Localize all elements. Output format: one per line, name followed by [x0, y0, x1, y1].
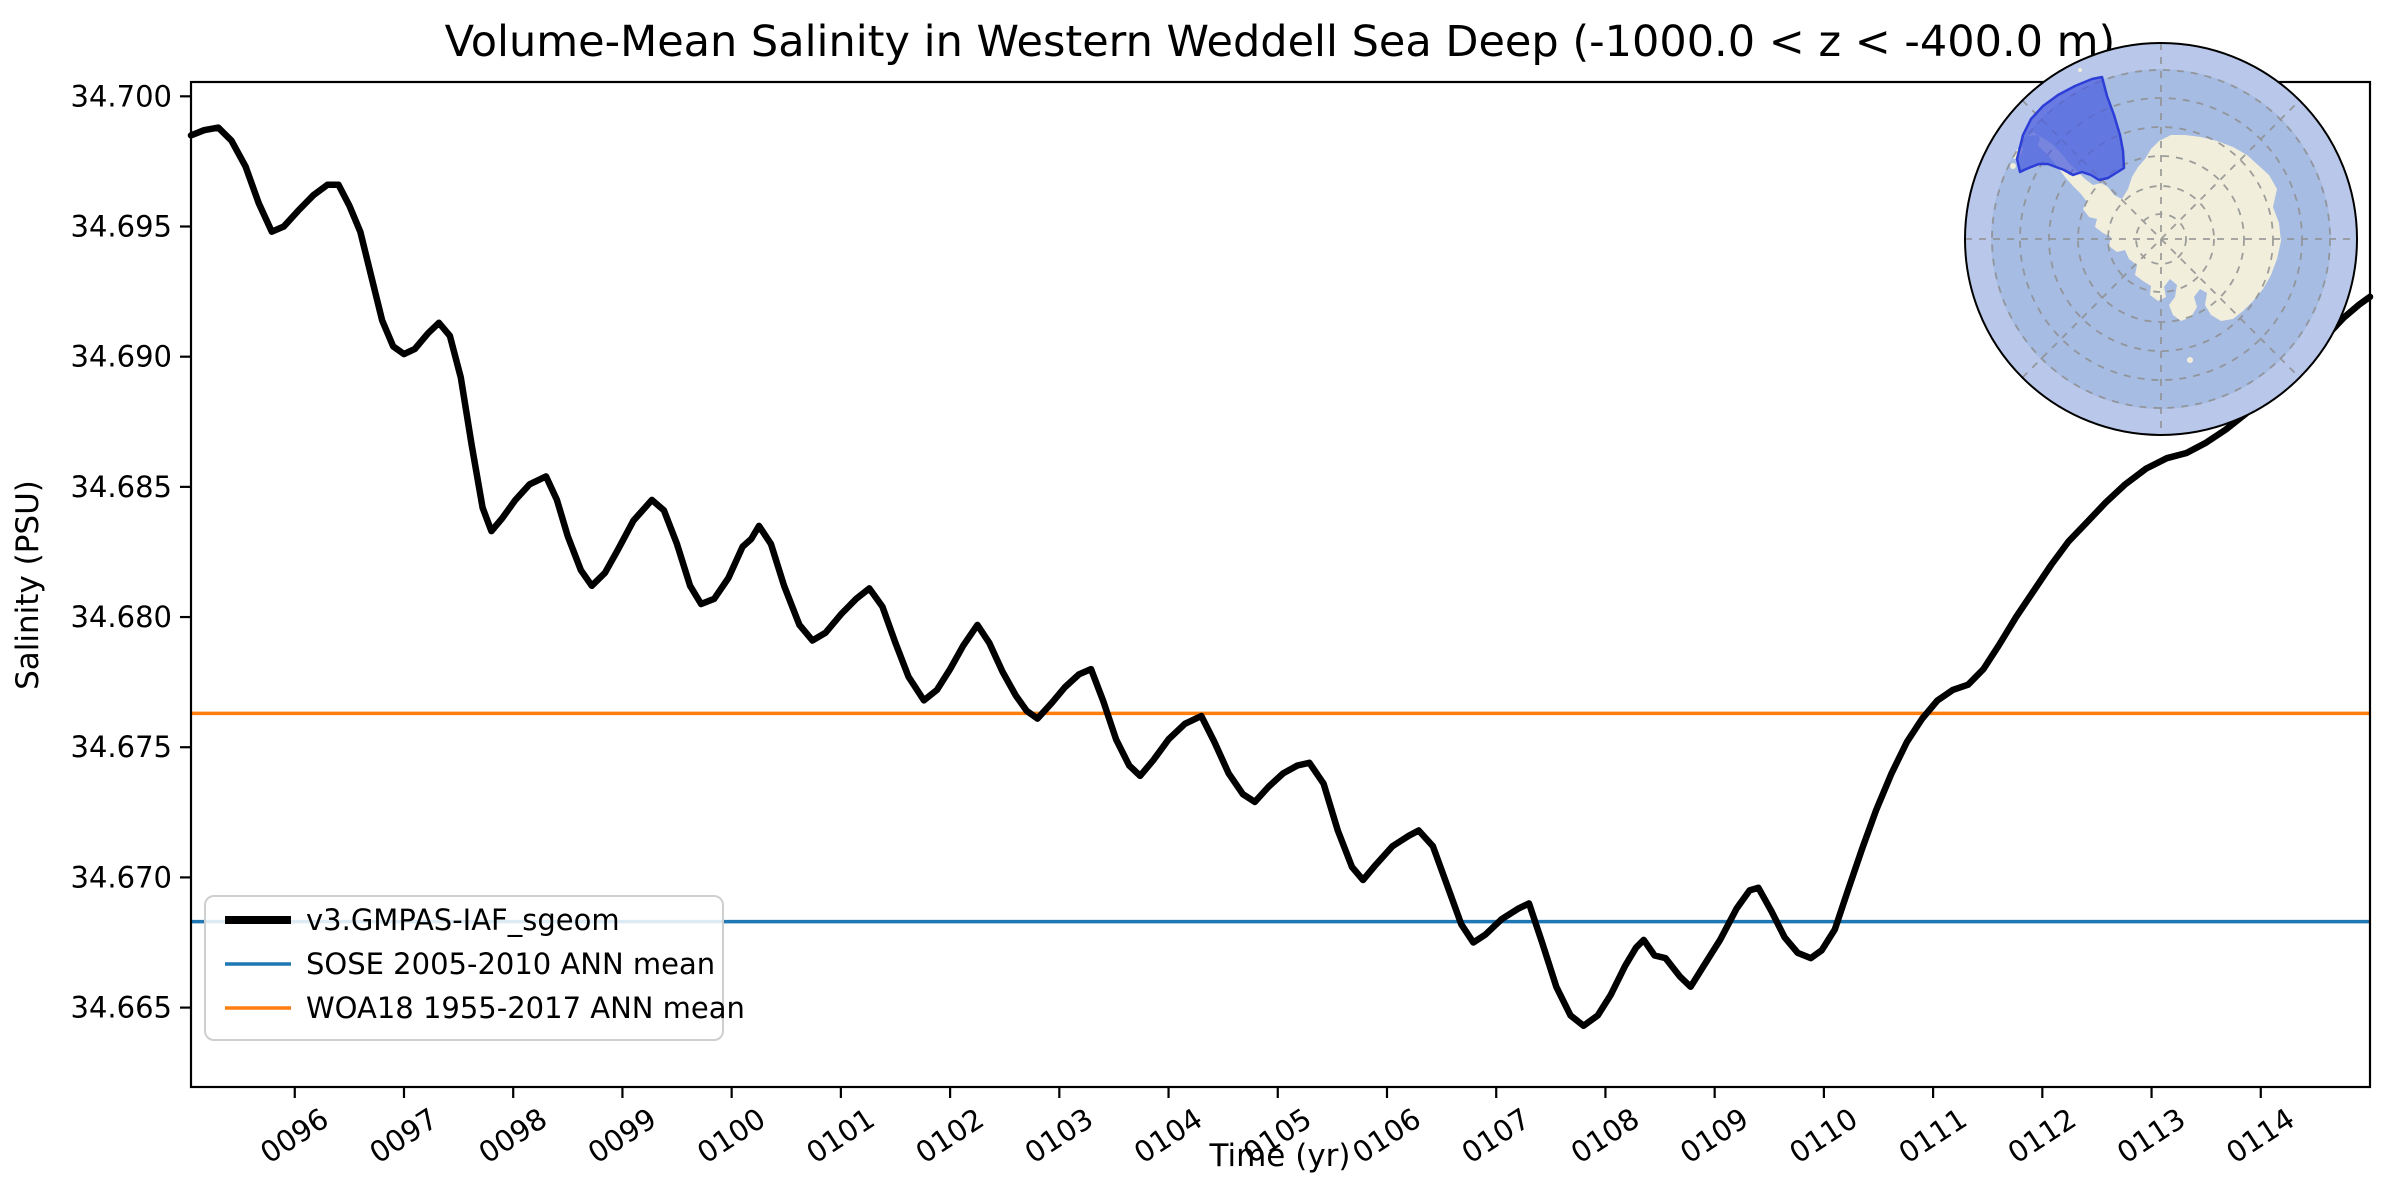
- x-tick-label: 0109: [1674, 1101, 1754, 1170]
- x-tick-label: 0106: [1346, 1101, 1426, 1170]
- y-tick-label: 34.690: [71, 340, 172, 374]
- legend-box: [204, 895, 724, 1041]
- x-axis-label: Time (yr): [1209, 1138, 1351, 1174]
- y-tick-label: 34.675: [71, 730, 172, 764]
- legend: v3.GMPAS-IAF_sgeom SOSE 2005-2010 ANN mea…: [204, 895, 745, 1041]
- y-tick-label: 34.685: [71, 470, 172, 504]
- series-line-v3-gmpas-iaf-sgeom: [187, 124, 2374, 1030]
- x-tick-label: 0097: [363, 1101, 443, 1170]
- x-tick-label: 0103: [1019, 1101, 1099, 1170]
- x-tick-label: 0107: [1456, 1101, 1536, 1170]
- x-tick-label: 0113: [2111, 1101, 2191, 1170]
- x-tick-label: 0114: [2220, 1101, 2300, 1170]
- y-tick-label: 34.680: [71, 600, 172, 634]
- map-graticule: [1965, 43, 2357, 435]
- x-tick-label: 0110: [1783, 1101, 1863, 1170]
- x-tick-label: 0102: [909, 1101, 989, 1170]
- map-island: [2078, 68, 2082, 72]
- reference-lines: [191, 711, 2370, 924]
- y-tick-label: 34.665: [71, 991, 172, 1025]
- legend-label: v3.GMPAS-IAF_sgeom: [306, 903, 620, 937]
- x-tick-label: 0104: [1128, 1101, 1208, 1170]
- legend-label: WOA18 1955-2017 ANN mean: [306, 991, 745, 1025]
- x-tick-label: 0101: [800, 1101, 880, 1170]
- x-tick-label: 0111: [1892, 1101, 1972, 1170]
- y-tick-label: 34.695: [71, 210, 172, 244]
- y-tick-label: 34.700: [71, 79, 172, 113]
- x-tick-label: 0099: [582, 1101, 662, 1170]
- y-tick-label: 34.670: [71, 860, 172, 894]
- map-border-circle: [1964, 42, 2358, 436]
- axes-frame: [189, 80, 2372, 1089]
- x-tick-label: 0098: [473, 1101, 553, 1170]
- x-tick-label: 0100: [691, 1101, 771, 1170]
- inset-map: [1964, 42, 2358, 436]
- map-island: [2187, 357, 2193, 363]
- legend-label: SOSE 2005-2010 ANN mean: [306, 947, 715, 981]
- map-region-highlight-western-weddell: [2015, 75, 2126, 182]
- x-tick-label: 0096: [254, 1101, 334, 1170]
- chart-title: Volume-Mean Salinity in Western Weddell …: [445, 17, 2116, 67]
- y-axis-label: Salinity (PSU): [10, 480, 46, 690]
- x-tick-label: 0108: [1565, 1101, 1645, 1170]
- map-island: [2010, 163, 2016, 169]
- x-tick-label: 0112: [2002, 1101, 2082, 1170]
